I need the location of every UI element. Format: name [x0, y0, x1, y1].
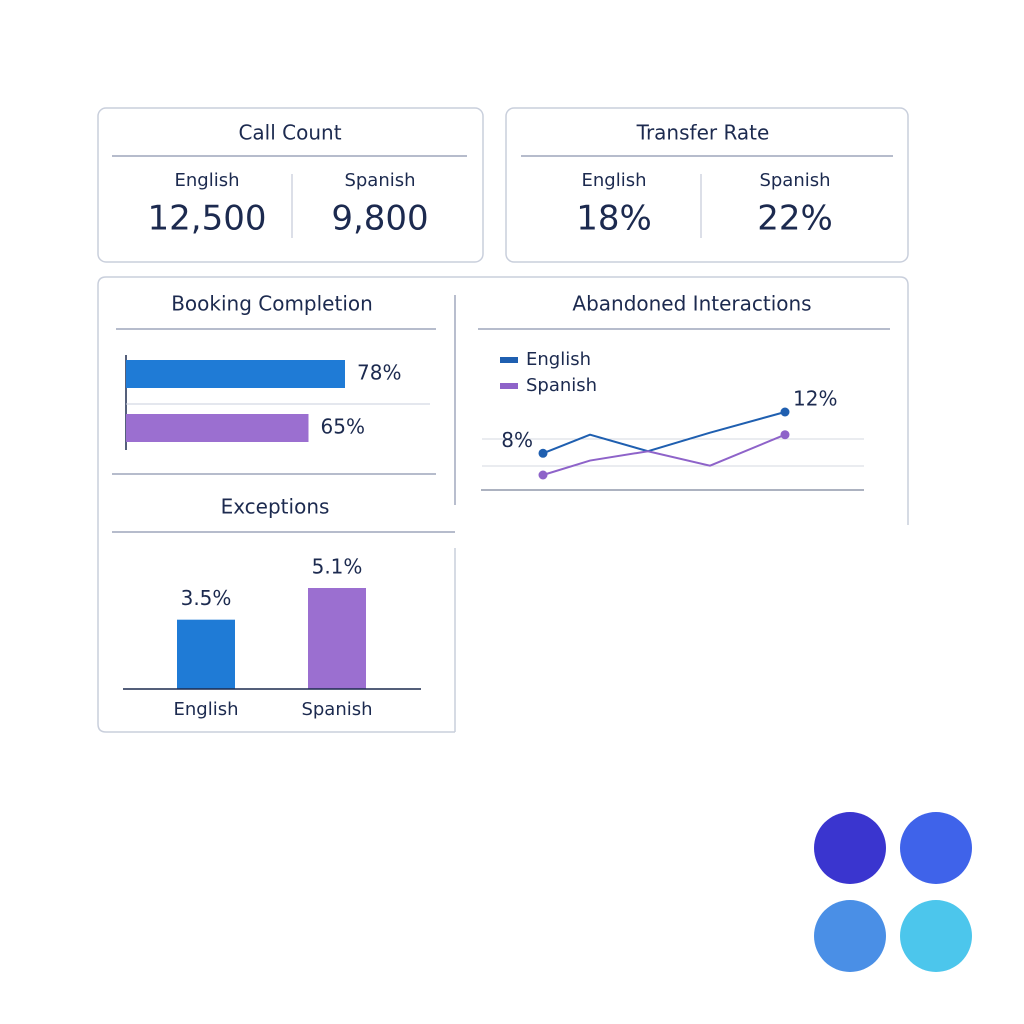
decor-dot — [900, 812, 972, 884]
line — [542, 433, 786, 476]
legend-label: English — [526, 349, 591, 370]
card-title: Call Count — [238, 121, 341, 145]
value-label: 65% — [321, 415, 365, 439]
card-frame — [505, 107, 909, 263]
legend-swatch — [500, 383, 518, 389]
chart-title: Exceptions — [221, 495, 330, 519]
kpi-label: Spanish — [344, 170, 415, 191]
x-tick-label: English — [174, 699, 239, 720]
point — [538, 470, 548, 480]
value-label: 8% — [501, 428, 533, 452]
point — [538, 448, 548, 458]
value-label: 3.5% — [181, 586, 232, 610]
point — [780, 430, 790, 440]
kpi-label: English — [175, 170, 240, 191]
kpi-value: 22% — [757, 199, 833, 239]
legend-label: Spanish — [526, 375, 597, 396]
card-title: Transfer Rate — [636, 121, 770, 145]
decor-dot — [814, 900, 886, 972]
value-label: 12% — [793, 387, 837, 411]
bar — [308, 588, 366, 689]
value-label: 5.1% — [312, 555, 363, 579]
chart-title: Booking Completion — [171, 292, 373, 316]
x-tick-label: Spanish — [301, 699, 372, 720]
panel-frame — [97, 276, 909, 733]
kpi-label: English — [582, 170, 647, 191]
bar — [126, 360, 345, 388]
card-frame — [97, 107, 484, 263]
kpi-value: 12,500 — [148, 199, 267, 239]
bar — [177, 619, 235, 689]
value-label: 78% — [357, 361, 401, 385]
kpi-value: 18% — [576, 199, 652, 239]
kpi-label: Spanish — [759, 170, 830, 191]
chart-title: Abandoned Interactions — [572, 292, 811, 316]
line — [542, 411, 786, 455]
bar — [126, 414, 309, 442]
legend-swatch — [500, 357, 518, 363]
point — [780, 407, 790, 417]
decor-dot — [900, 900, 972, 972]
kpi-value: 9,800 — [331, 199, 428, 239]
decor-dot — [814, 812, 886, 884]
